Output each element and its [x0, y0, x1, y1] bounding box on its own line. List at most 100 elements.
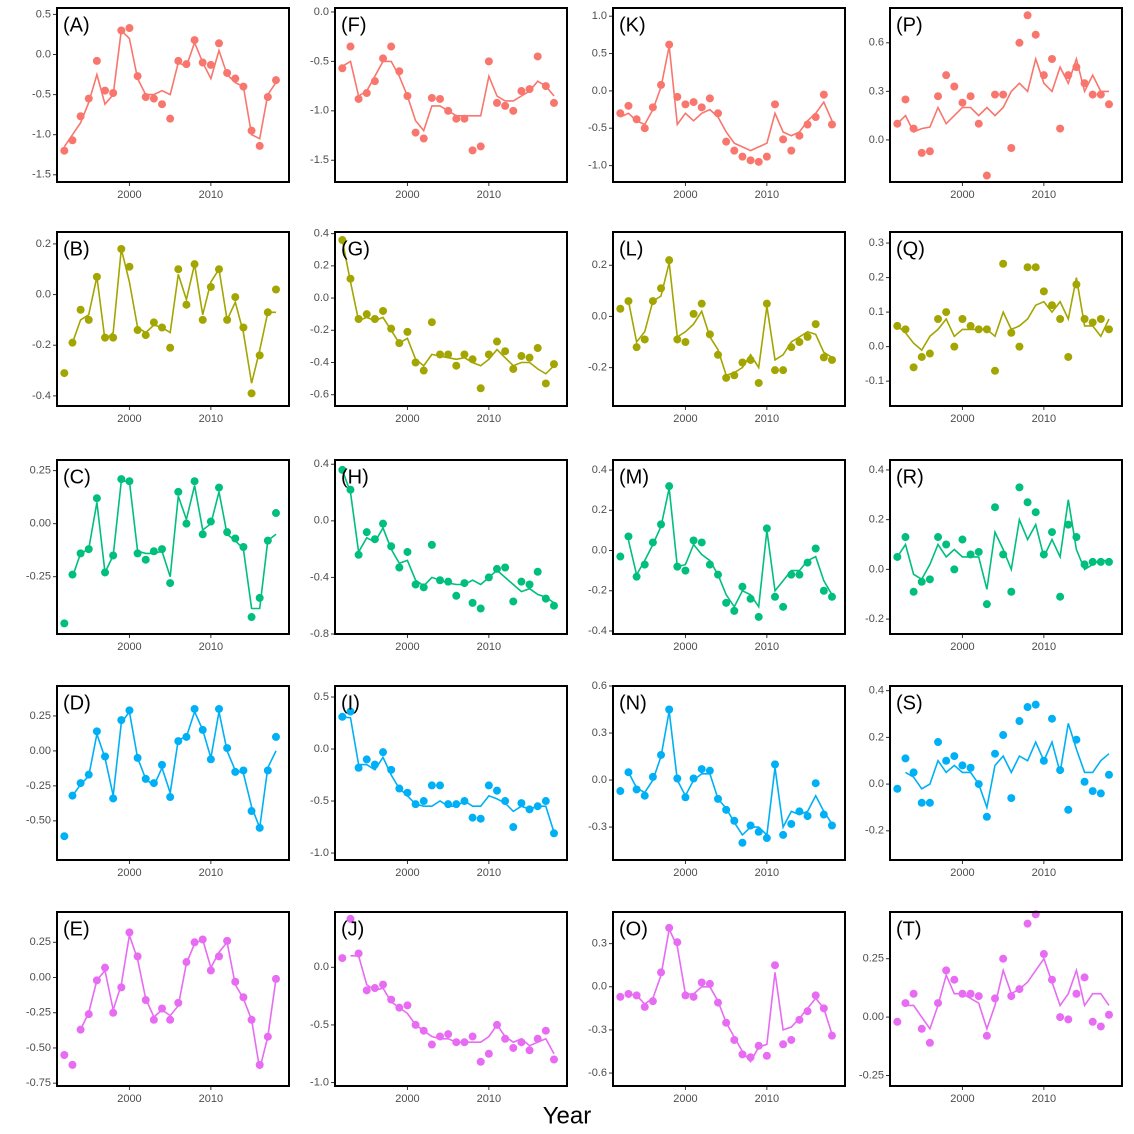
point	[648, 538, 657, 547]
point	[206, 755, 215, 764]
point	[616, 787, 625, 796]
point	[934, 533, 943, 542]
point	[616, 109, 625, 118]
point	[92, 56, 101, 65]
y-tick-label: 0.2	[36, 238, 51, 250]
y-tick-label: -0.2	[588, 585, 607, 597]
point	[1015, 985, 1024, 994]
point	[444, 577, 453, 586]
point	[893, 119, 902, 128]
point	[966, 763, 975, 772]
y-tick-label: -0.25	[859, 1069, 884, 1081]
fit-line	[905, 723, 1110, 811]
point	[942, 308, 951, 317]
point	[803, 558, 812, 567]
point	[689, 536, 698, 545]
point	[1064, 520, 1073, 529]
panel-frame	[889, 911, 1123, 1087]
x-tick-label: 2000	[673, 1093, 697, 1105]
point	[109, 551, 118, 560]
point	[452, 114, 461, 123]
panel-frame	[889, 459, 1123, 635]
point	[1031, 30, 1040, 39]
y-tick-label: -0.4	[310, 571, 329, 583]
point	[263, 1032, 272, 1041]
point	[92, 494, 101, 503]
panel-frame	[56, 685, 290, 861]
panel-label: (F)	[341, 14, 367, 36]
point	[705, 560, 714, 569]
point	[158, 545, 167, 554]
point	[657, 968, 666, 977]
point	[141, 331, 150, 340]
point	[1072, 533, 1081, 542]
point	[476, 814, 485, 823]
point	[893, 552, 902, 561]
y-tick-label: -1.0	[32, 129, 51, 141]
x-tick-label: 2010	[199, 1093, 223, 1105]
panel-label: (S)	[896, 692, 923, 714]
point	[787, 570, 796, 579]
y-tick-label: 0.0	[314, 515, 329, 527]
point	[255, 1060, 264, 1069]
point	[779, 135, 788, 144]
point	[754, 612, 763, 621]
y-tick-label: 0.0	[869, 134, 884, 146]
point	[1056, 766, 1065, 775]
point	[1104, 325, 1113, 334]
point	[460, 350, 469, 359]
point	[1064, 1015, 1073, 1024]
point	[68, 338, 77, 347]
point	[974, 325, 983, 334]
point	[403, 327, 412, 336]
point	[419, 134, 428, 143]
x-tick-label: 2000	[950, 189, 974, 201]
point	[549, 1055, 558, 1064]
point	[974, 547, 983, 556]
point	[705, 330, 714, 339]
y-tick-label: 0.2	[869, 731, 884, 743]
x-tick-label: 2010	[755, 413, 779, 425]
point	[982, 325, 991, 334]
point	[419, 797, 428, 806]
point	[1023, 11, 1032, 20]
point	[632, 572, 641, 581]
panel-label: (Q)	[896, 238, 925, 260]
point	[1015, 483, 1024, 492]
point	[379, 748, 388, 757]
point	[206, 282, 215, 291]
point	[476, 604, 485, 613]
point	[101, 963, 110, 972]
point	[1015, 38, 1024, 47]
point	[909, 587, 918, 596]
x-tick-label: 2010	[199, 413, 223, 425]
point	[549, 360, 558, 369]
panel-label: (E)	[63, 918, 90, 940]
panel-frame	[56, 459, 290, 635]
point	[174, 487, 183, 496]
point	[616, 992, 625, 1001]
x-tick-label: 2000	[673, 867, 697, 879]
y-tick-label: -0.4	[32, 390, 51, 402]
point	[1039, 287, 1048, 296]
y-tick-label: 0.0	[314, 743, 329, 755]
point	[934, 92, 943, 101]
point	[1072, 63, 1081, 72]
y-tick-label: -0.5	[310, 55, 329, 67]
point	[403, 1001, 412, 1010]
point	[811, 991, 820, 1000]
panel-label: (R)	[896, 466, 924, 488]
fit-line	[627, 262, 833, 377]
point	[950, 752, 959, 761]
y-tick-label: -0.75	[26, 1077, 51, 1089]
point	[346, 707, 355, 716]
point	[231, 977, 240, 986]
point	[476, 142, 485, 151]
point	[484, 350, 493, 359]
x-tick-label: 2010	[199, 641, 223, 653]
point	[1023, 703, 1032, 712]
point	[549, 829, 558, 838]
point	[681, 793, 690, 802]
point	[950, 975, 959, 984]
y-tick-label: 0.25	[863, 953, 884, 965]
